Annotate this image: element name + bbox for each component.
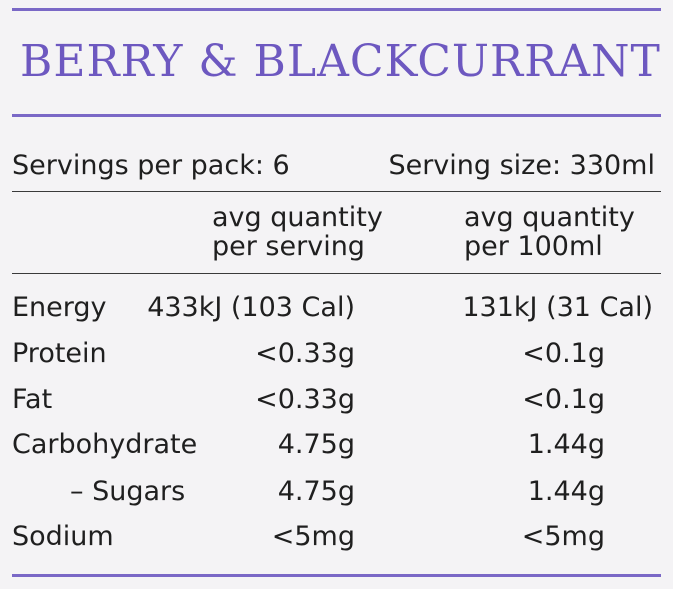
- table-header-divider: [12, 273, 661, 274]
- column-header-line: per serving: [212, 231, 365, 262]
- nutrient-label: Energy: [12, 292, 107, 323]
- per-100ml-value: 131kJ (31 Cal): [462, 292, 653, 323]
- column-header-per-100ml: avg quantity per 100ml: [464, 203, 635, 261]
- per-serving-value: 4.75g: [277, 476, 355, 507]
- nutrient-label: Sodium: [12, 521, 114, 552]
- servings-per-pack: Servings per pack: 6: [12, 150, 290, 181]
- per-100ml-value: <0.1g: [522, 338, 605, 369]
- column-header-per-serving: avg quantity per serving: [212, 203, 383, 261]
- column-header-line: per 100ml: [464, 231, 603, 262]
- nutrition-row-protein: Protein <0.33g <0.1g: [0, 338, 673, 378]
- per-100ml-value: <0.1g: [522, 384, 605, 415]
- nutrition-row-sodium: Sodium <5mg <5mg: [0, 521, 673, 561]
- bottom-divider: [12, 574, 661, 577]
- product-title: BERRY & BLACKCURRANT: [20, 36, 661, 87]
- nutrition-row-carbohydrate: Carbohydrate 4.75g 1.44g: [0, 429, 673, 469]
- title-divider: [12, 114, 661, 117]
- top-divider: [12, 8, 661, 11]
- nutrient-label: Carbohydrate: [12, 429, 198, 460]
- per-100ml-value: 1.44g: [527, 476, 605, 507]
- per-serving-value: <0.33g: [255, 384, 355, 415]
- per-serving-value: <0.33g: [255, 338, 355, 369]
- nutrition-row-fat: Fat <0.33g <0.1g: [0, 384, 673, 424]
- per-serving-value: 433kJ (103 Cal): [147, 292, 355, 323]
- nutrition-row-sugars: – Sugars 4.75g 1.44g: [0, 476, 673, 516]
- nutrition-row-energy: Energy 433kJ (103 Cal) 131kJ (31 Cal): [0, 292, 673, 332]
- column-header-line: avg quantity: [212, 202, 383, 233]
- nutrient-label: – Sugars: [70, 476, 186, 507]
- per-100ml-value: 1.44g: [527, 429, 605, 460]
- per-serving-value: <5mg: [271, 521, 355, 552]
- per-serving-value: 4.75g: [277, 429, 355, 460]
- serving-size: Serving size: 330ml: [388, 150, 655, 181]
- nutrient-label: Fat: [12, 384, 53, 415]
- nutrient-label: Protein: [12, 338, 107, 369]
- per-100ml-value: <5mg: [521, 521, 605, 552]
- column-header-line: avg quantity: [464, 202, 635, 233]
- header-divider: [12, 191, 661, 192]
